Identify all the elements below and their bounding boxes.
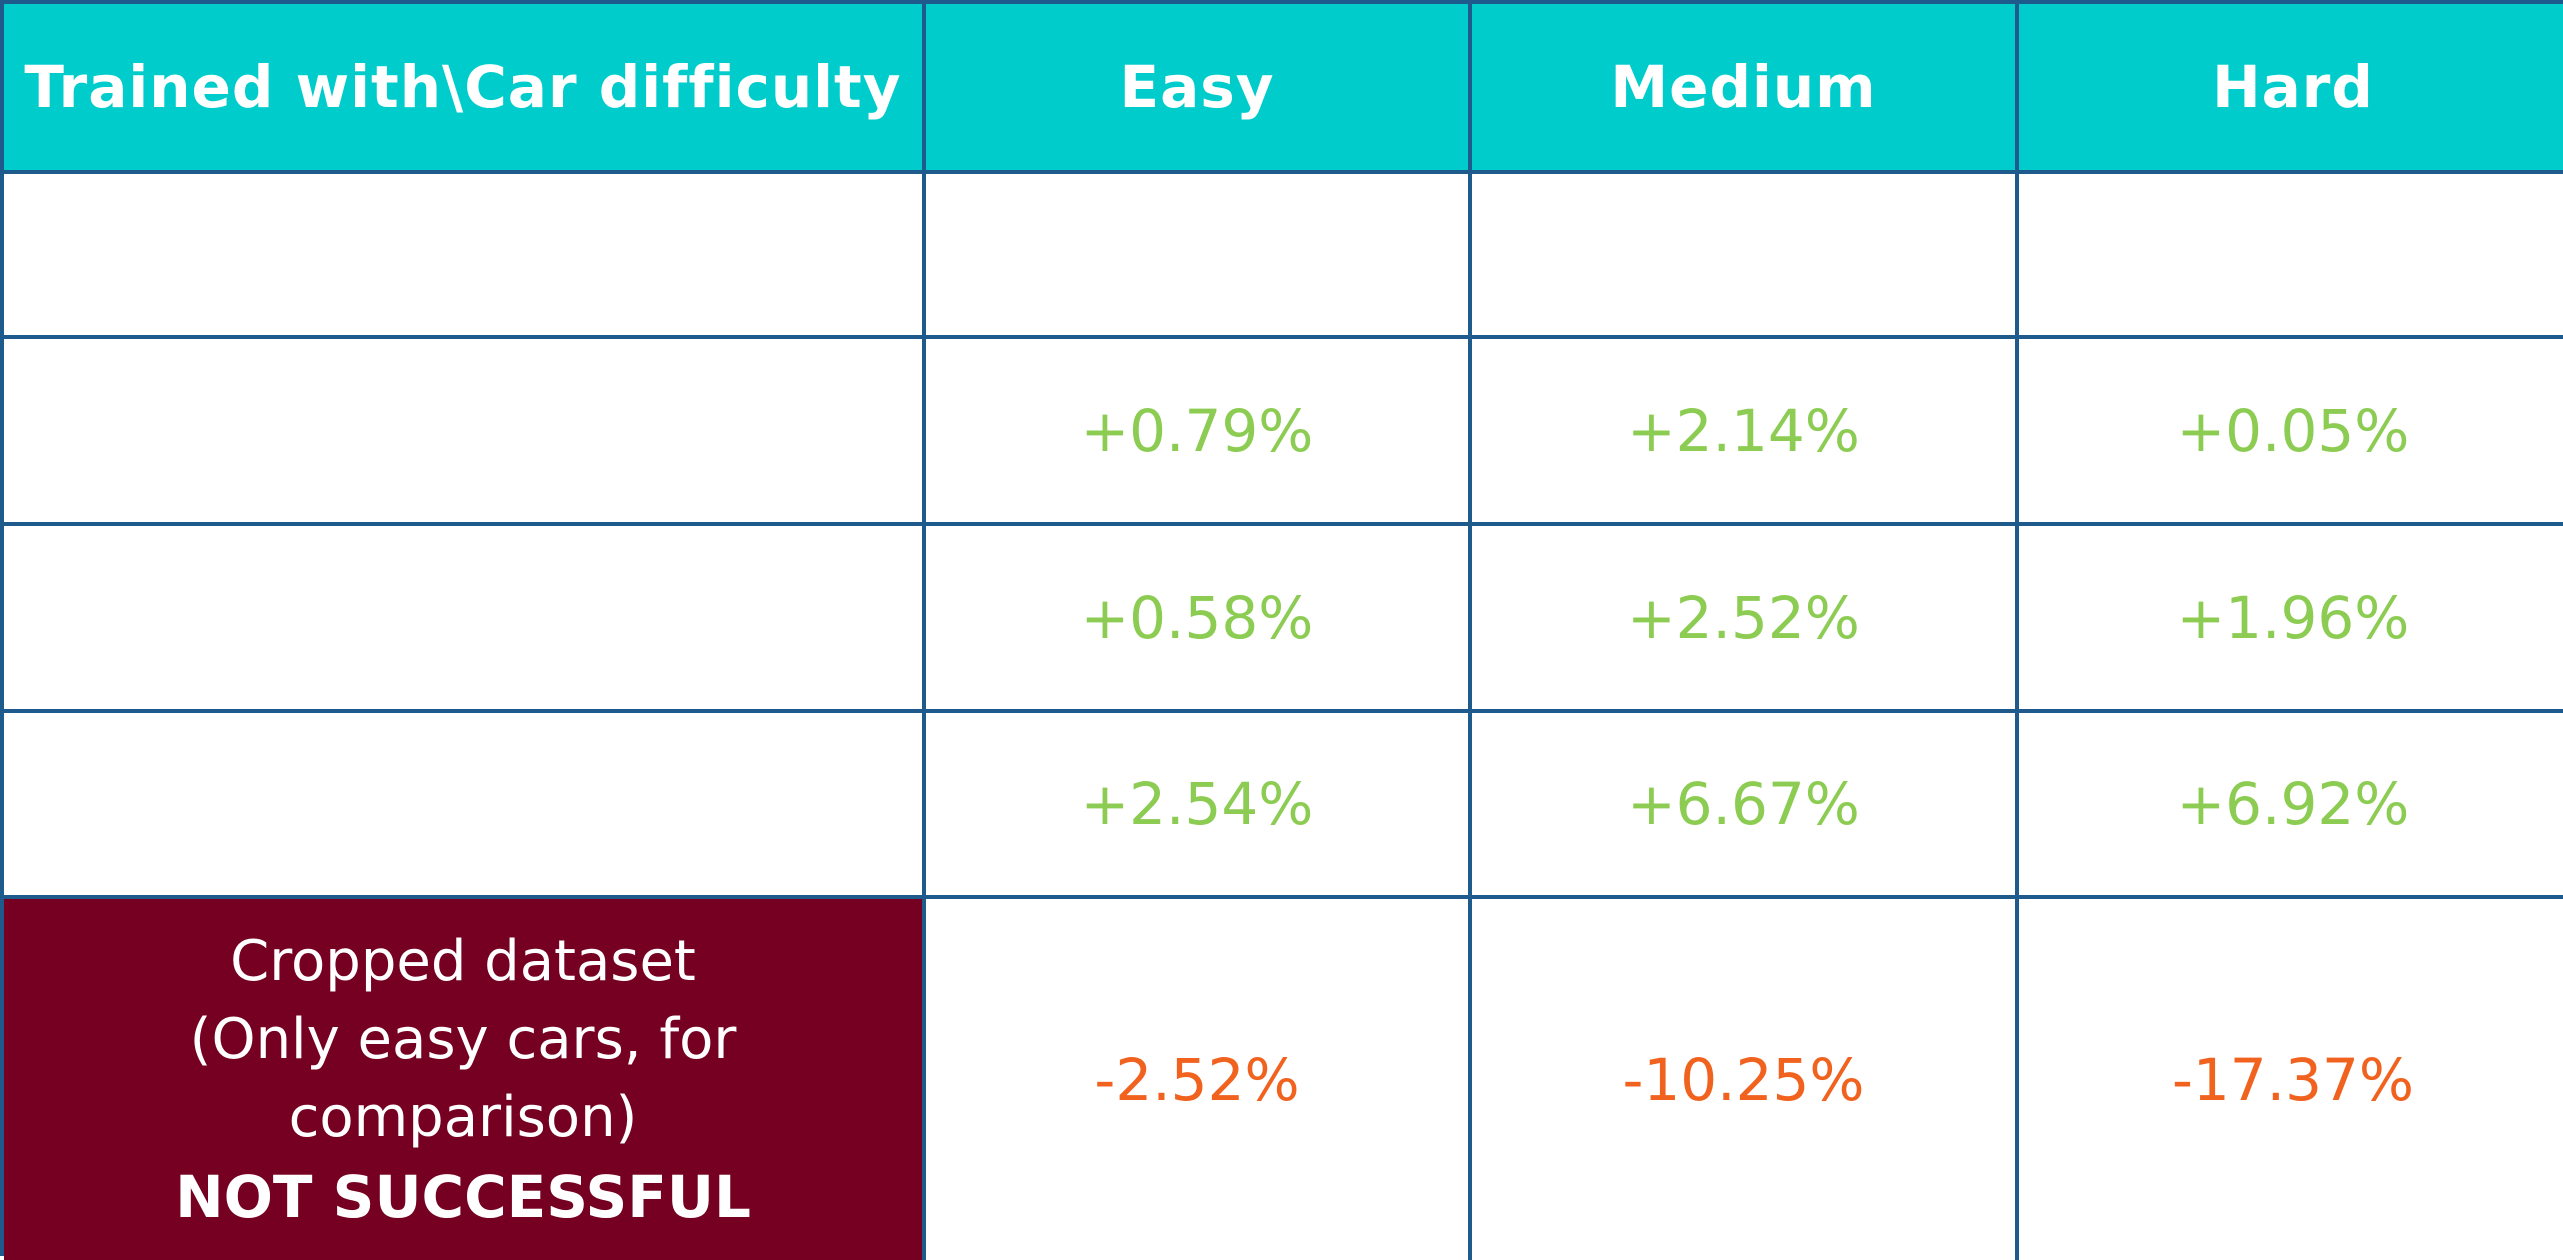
row-5-label-line-1: Cropped dataset [230,928,696,994]
row-2-label [4,339,926,526]
row-3-medium: +2.52% [1472,526,2019,713]
header-easy: Easy [926,4,1472,174]
row-5-label: Cropped dataset (Only easy cars, for com… [4,899,926,1260]
row-3-hard: +1.96% [2019,526,2563,713]
row-4-easy: +2.54% [926,713,1472,899]
row-5-medium: -10.25% [1472,899,2019,1260]
header-hard: Hard [2019,4,2563,174]
row-2-medium: +2.14% [1472,339,2019,526]
header-row-label: Trained with\Car difficulty [4,4,926,174]
row-3-easy: +0.58% [926,526,1472,713]
row-5-label-line-2: (Only easy cars, for [189,1006,737,1072]
row-1-easy [926,174,1472,339]
row-2-hard: +0.05% [2019,339,2563,526]
row-5-label-note: NOT SUCCESSFUL [175,1162,751,1231]
row-2-easy: +0.79% [926,339,1472,526]
row-1-hard [2019,174,2563,339]
row-1-label [4,174,926,339]
row-5-hard: -17.37% [2019,899,2563,1260]
row-5-easy: -2.52% [926,899,1472,1260]
header-medium: Medium [1472,4,2019,174]
row-1-medium [1472,174,2019,339]
row-5-label-line-3: comparison) [288,1084,638,1150]
row-4-hard: +6.92% [2019,713,2563,899]
row-4-label [4,713,926,899]
row-3-label [4,526,926,713]
row-4-medium: +6.67% [1472,713,2019,899]
